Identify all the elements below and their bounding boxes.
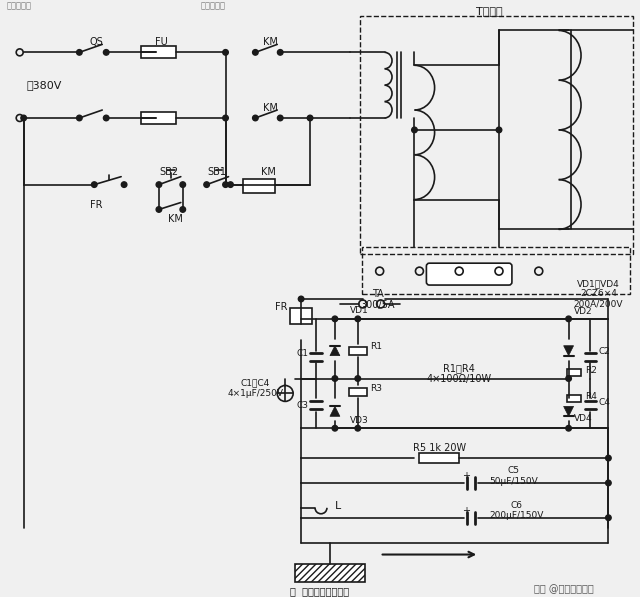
Bar — [349, 347, 367, 355]
Text: 图  电焊机控制原理图: 图 电焊机控制原理图 — [291, 586, 349, 596]
Bar — [349, 389, 367, 396]
Text: C3: C3 — [296, 401, 308, 410]
Circle shape — [180, 207, 186, 213]
Text: 每一条都是: 每一条都是 — [201, 1, 226, 10]
Circle shape — [253, 115, 258, 121]
Text: QS: QS — [90, 38, 103, 47]
Circle shape — [180, 182, 186, 187]
Text: R1～R4
4×100Ω/10W: R1～R4 4×100Ω/10W — [427, 363, 492, 384]
Bar — [566, 395, 580, 402]
Circle shape — [204, 182, 209, 187]
Circle shape — [412, 127, 417, 133]
Circle shape — [228, 182, 234, 187]
Circle shape — [332, 376, 338, 381]
Text: C1～C4
4×1μF/250V: C1～C4 4×1μF/250V — [227, 378, 284, 398]
Text: ～380V: ～380V — [27, 80, 62, 90]
Text: L: L — [335, 501, 341, 511]
Circle shape — [605, 456, 611, 461]
Circle shape — [277, 50, 283, 55]
Circle shape — [77, 50, 82, 55]
Text: C2: C2 — [598, 347, 611, 356]
Text: FR: FR — [90, 199, 102, 210]
Circle shape — [253, 50, 258, 55]
Bar — [243, 179, 275, 193]
Circle shape — [223, 50, 228, 55]
Circle shape — [355, 316, 360, 322]
Circle shape — [92, 182, 97, 187]
Circle shape — [605, 480, 611, 486]
Circle shape — [156, 207, 162, 213]
Circle shape — [307, 115, 313, 121]
Text: VD1: VD1 — [350, 306, 369, 315]
Polygon shape — [330, 346, 340, 356]
Polygon shape — [330, 407, 340, 416]
Text: TA: TA — [372, 289, 383, 299]
Bar — [295, 565, 365, 583]
Circle shape — [332, 426, 338, 431]
Text: VD2: VD2 — [573, 307, 592, 316]
Text: C1: C1 — [296, 349, 308, 358]
Text: R3: R3 — [370, 384, 381, 393]
Text: R5 1k 20W: R5 1k 20W — [413, 443, 466, 453]
Text: FR: FR — [275, 302, 287, 312]
Text: R2: R2 — [586, 366, 597, 375]
Bar — [141, 112, 176, 124]
Text: +: + — [462, 471, 470, 481]
Text: VD1～VD4
2CZ6×4
200A/200V: VD1～VD4 2CZ6×4 200A/200V — [573, 279, 623, 309]
Circle shape — [104, 115, 109, 121]
Text: R4: R4 — [586, 392, 597, 401]
Circle shape — [104, 50, 109, 55]
Circle shape — [77, 115, 82, 121]
Circle shape — [223, 182, 228, 187]
Text: VD3: VD3 — [350, 416, 369, 425]
Circle shape — [566, 426, 572, 431]
Bar — [290, 308, 312, 324]
Text: C4: C4 — [598, 398, 611, 407]
Polygon shape — [564, 346, 573, 356]
FancyBboxPatch shape — [426, 263, 512, 285]
Circle shape — [277, 115, 283, 121]
Text: KM: KM — [263, 38, 278, 47]
Text: SB2: SB2 — [159, 167, 179, 177]
Bar — [566, 369, 580, 376]
Text: C5
50μF/150V: C5 50μF/150V — [489, 466, 538, 486]
Circle shape — [355, 426, 360, 431]
Text: KM: KM — [168, 214, 183, 224]
Circle shape — [332, 316, 338, 322]
Bar — [360, 16, 633, 254]
Text: 老电工整理: 老电工整理 — [7, 1, 32, 10]
Text: VD4: VD4 — [573, 414, 592, 423]
Text: KM: KM — [263, 103, 278, 113]
Circle shape — [298, 296, 304, 301]
Text: SB1: SB1 — [207, 167, 226, 177]
Text: KM: KM — [261, 167, 276, 177]
Circle shape — [122, 182, 127, 187]
Circle shape — [566, 376, 572, 381]
Text: +: + — [462, 506, 470, 516]
Bar — [362, 247, 630, 294]
Text: T电焊机: T电焊机 — [476, 5, 502, 16]
Text: R1: R1 — [370, 342, 381, 351]
Circle shape — [566, 316, 572, 322]
Text: FU: FU — [154, 38, 167, 47]
Circle shape — [496, 127, 502, 133]
Circle shape — [223, 115, 228, 121]
Text: C6
200μF/150V: C6 200μF/150V — [489, 501, 543, 521]
Bar — [419, 453, 460, 463]
Circle shape — [355, 376, 360, 381]
Text: 头条 @技成电工课堂: 头条 @技成电工课堂 — [534, 584, 593, 595]
Circle shape — [156, 182, 162, 187]
Text: 300/5A: 300/5A — [360, 300, 395, 310]
Circle shape — [605, 515, 611, 521]
Polygon shape — [564, 407, 573, 416]
Circle shape — [21, 115, 26, 121]
Bar — [141, 47, 176, 59]
